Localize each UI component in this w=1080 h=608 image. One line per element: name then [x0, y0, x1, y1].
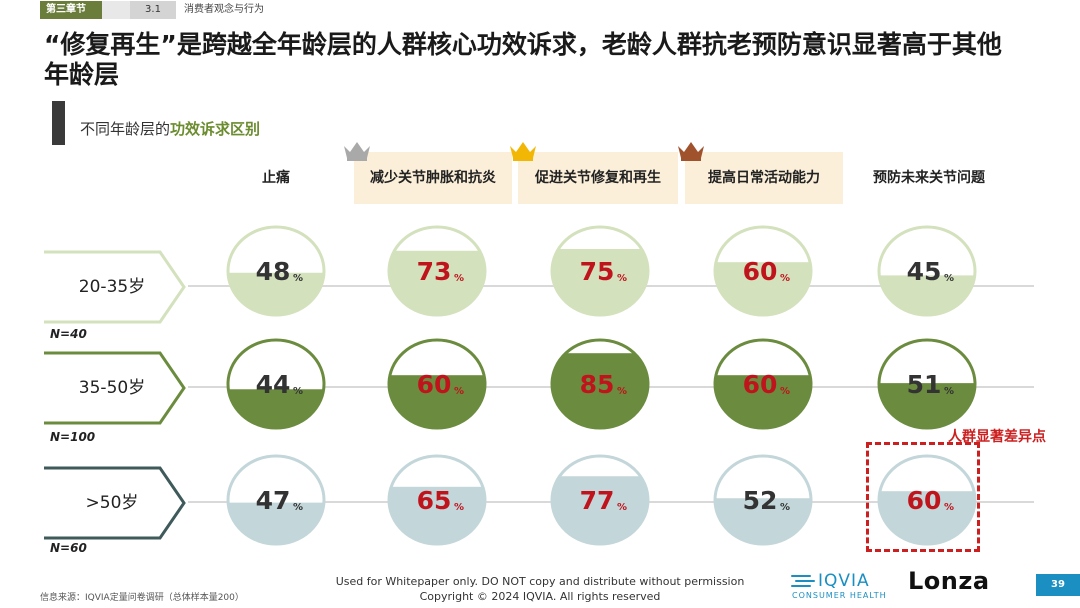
row-label-35-50: 35-50岁: [42, 351, 188, 425]
data-source: 信息来源：IQVIA定量问卷调研（总体样本量200）: [40, 593, 244, 603]
bubble-2-4: 60%: [877, 454, 977, 546]
row-label-50-plus: >50岁: [42, 466, 188, 540]
bubble-percent-sign: %: [454, 502, 464, 513]
bubble-1-3: 60%: [713, 338, 813, 430]
bubble-value: 85: [580, 370, 615, 399]
bubble-percent-sign: %: [780, 502, 790, 513]
column-header-swelling: 减少关节肿胀和抗炎: [354, 152, 512, 204]
bubble-percent-sign: %: [944, 273, 954, 284]
significant-difference-box: [866, 442, 980, 552]
bubble-value: 60: [417, 370, 452, 399]
gold-crown-icon: [510, 142, 536, 161]
bubble-2-0: 47%: [226, 454, 326, 546]
bubble-percent-sign: %: [617, 273, 627, 284]
copyright-notice: Copyright © 2024 IQVIA. All rights reser…: [419, 590, 661, 603]
row-label-text: 35-50岁: [78, 378, 146, 398]
sample-size-50-plus: N=60: [50, 541, 87, 555]
bubble-2-2: 77%: [550, 454, 650, 546]
row-label-arrow: [44, 250, 186, 324]
iqvia-wordmark: IQVIA: [818, 571, 870, 591]
bubble-fill: [552, 353, 648, 428]
bubble-value: 60: [743, 370, 778, 399]
bubble-2-1: 65%: [387, 454, 487, 546]
bubble-0-2: 75%: [550, 225, 650, 317]
row-label-text: 20-35岁: [78, 277, 146, 297]
chart-subtitle: 不同年龄层的功效诉求区别: [80, 118, 260, 139]
iqvia-subtitle: CONSUMER HEALTH: [792, 591, 887, 600]
bubble-value: 45: [907, 257, 942, 286]
row-label-arrow: [44, 466, 186, 540]
bubble-value: 44: [256, 370, 291, 399]
bubble-1-2: 85%: [550, 338, 650, 430]
bubble-value: 48: [256, 257, 291, 286]
bubble-0-0: 48%: [226, 225, 326, 317]
bubble-fill: [552, 476, 648, 544]
bubble-1-0: 44%: [226, 338, 326, 430]
bubble-2-3: 52%: [713, 454, 813, 546]
sample-size-35-50: N=100: [50, 430, 96, 444]
bubble-1-1: 60%: [387, 338, 487, 430]
bubble-value: 51: [907, 370, 942, 399]
iqvia-logo: [791, 575, 815, 587]
top-bar: 第三章节 3.1 消费者观念与行为: [0, 0, 1080, 22]
row-label-text: >50岁: [85, 493, 139, 513]
bubble-value: 47: [256, 486, 291, 515]
bubble-percent-sign: %: [617, 502, 627, 513]
bubble-percent-sign: %: [293, 273, 303, 284]
subtitle-highlight: 功效诉求区别: [170, 120, 261, 138]
silver-crown-icon: [344, 142, 370, 161]
chapter-tag: 第三章节: [40, 1, 102, 19]
subtitle-prefix: 不同年龄层的: [80, 120, 171, 138]
bubble-value: 52: [743, 486, 778, 515]
bubble-percent-sign: %: [944, 386, 954, 397]
column-header-repair: 促进关节修复和再生: [518, 152, 678, 204]
column-header-pain-relief: 止痛: [262, 170, 290, 186]
usage-notice: Used for Whitepaper only. DO NOT copy an…: [335, 575, 745, 588]
subtitle-accent-bar: [52, 101, 65, 145]
bubble-percent-sign: %: [293, 502, 303, 513]
chapter-spacer: [102, 1, 130, 19]
bubble-percent-sign: %: [780, 386, 790, 397]
bubble-value: 77: [580, 486, 615, 515]
bubble-1-4: 51%: [877, 338, 977, 430]
bubble-0-1: 73%: [387, 225, 487, 317]
bubble-percent-sign: %: [944, 502, 954, 513]
bubble-percent-sign: %: [454, 386, 464, 397]
bubble-value: 60: [743, 257, 778, 286]
bubble-percent-sign: %: [454, 273, 464, 284]
bubble-percent-sign: %: [780, 273, 790, 284]
bronze-crown-icon: [678, 142, 704, 161]
bubble-0-3: 60%: [713, 225, 813, 317]
bubble-value: 75: [580, 257, 615, 286]
row-label-arrow: [44, 351, 186, 425]
page-title: “修复再生”是跨越全年龄层的人群核心功效诉求，老龄人群抗老预防意识显著高于其他年…: [44, 30, 1002, 89]
section-number: 3.1: [130, 1, 176, 19]
bubble-percent-sign: %: [293, 386, 303, 397]
page-number: 39: [1036, 574, 1080, 596]
column-header-prevention: 预防未来关节问题: [873, 170, 985, 186]
bubble-value: 65: [417, 486, 452, 515]
column-header-mobility: 提高日常活动能力: [685, 152, 843, 204]
row-label-20-35: 20-35岁: [42, 250, 188, 324]
section-name: 消费者观念与行为: [184, 4, 264, 15]
bubble-value: 73: [417, 257, 452, 286]
lonza-logo: Lonza: [908, 567, 990, 595]
bubble-0-4: 45%: [877, 225, 977, 317]
sample-size-20-35: N=40: [50, 327, 87, 341]
bubble-percent-sign: %: [617, 386, 627, 397]
bubble-value: 60: [907, 486, 942, 515]
significant-difference-label: 人群显著差异点: [948, 429, 1046, 445]
